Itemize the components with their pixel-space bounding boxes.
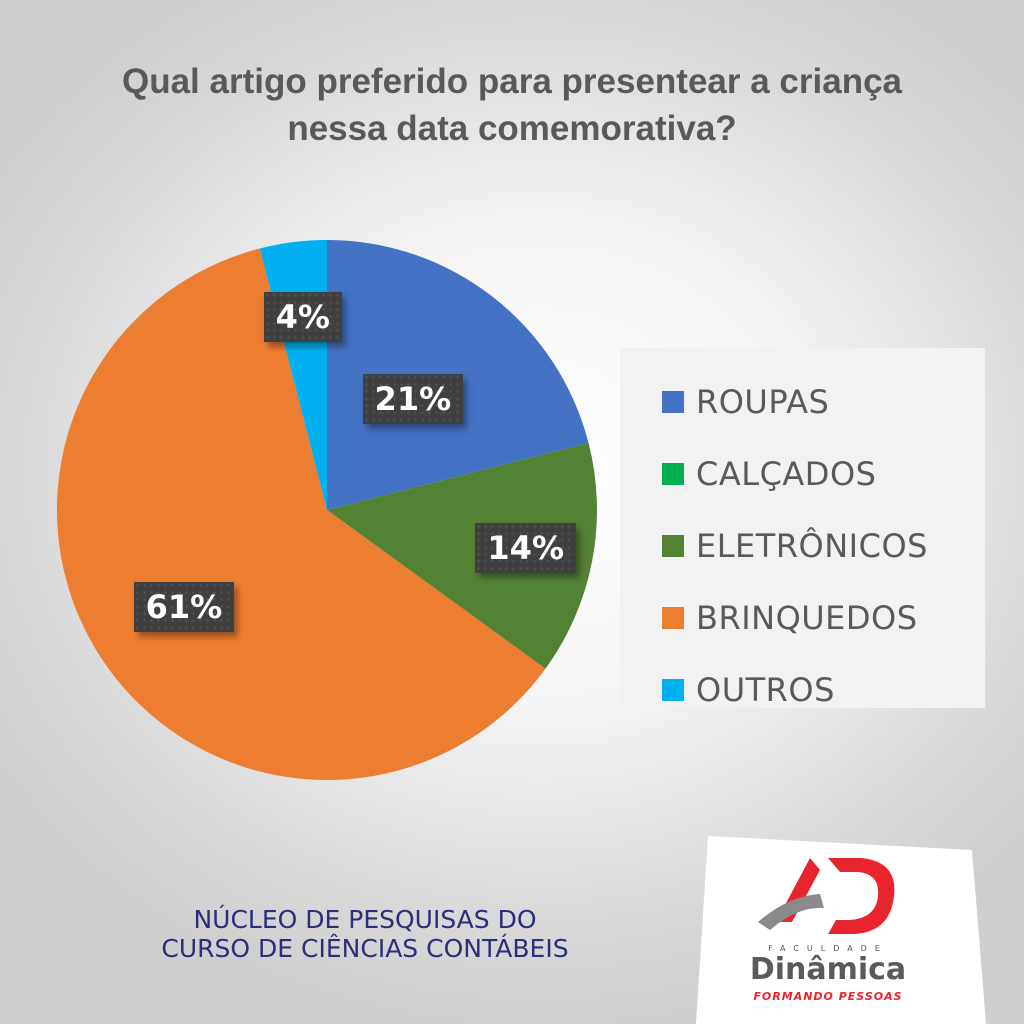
logo-faculdade-text: FACULDADE bbox=[768, 944, 888, 953]
legend-swatch bbox=[662, 391, 684, 413]
legend-label: OUTROS bbox=[696, 671, 835, 709]
data-label-outros: 4% bbox=[263, 292, 342, 343]
faculdade-dinamica-logo-icon bbox=[758, 858, 895, 934]
chart-legend: ROUPAS CALÇADOS ELETRÔNICOS BRINQUEDOS OUTRO… bbox=[620, 348, 985, 709]
legend-swatch bbox=[662, 535, 684, 557]
chart-title-line-1: Qual artigo preferido para presentear a … bbox=[121, 62, 902, 101]
legend-label: ROUPAS bbox=[696, 383, 830, 421]
chart-title: Qual artigo preferido para presentear a … bbox=[0, 58, 1024, 152]
legend-item-outros: OUTROS bbox=[620, 654, 985, 726]
legend-label: ELETRÔNICOS bbox=[696, 527, 928, 565]
legend-swatch bbox=[662, 463, 684, 485]
data-label-brinquedos: 61% bbox=[133, 582, 235, 633]
chart-title-line-2: nessa data comemorativa? bbox=[287, 109, 737, 148]
pie-slice-eletrônicos bbox=[327, 442, 597, 669]
legend-label: CALÇADOS bbox=[696, 455, 877, 493]
data-label-roupas: 21% bbox=[362, 374, 464, 425]
legend-item-calçados: CALÇADOS bbox=[620, 438, 985, 510]
logo-name: Dinâmica bbox=[749, 952, 907, 987]
footer-line-1: NÚCLEO DE PESQUISAS DO bbox=[193, 905, 537, 934]
logo-tagline: FORMANDO PESSOAS bbox=[753, 990, 903, 1003]
legend-item-roupas: ROUPAS bbox=[620, 366, 985, 438]
logo-card bbox=[696, 836, 986, 1024]
footer-line-2: CURSO DE CIÊNCIAS CONTÁBEIS bbox=[161, 934, 569, 963]
pie-slice-brinquedos bbox=[56, 248, 546, 780]
legend-swatch bbox=[662, 607, 684, 629]
footer-research-nucleus: NÚCLEO DE PESQUISAS DO CURSO DE CIÊNCIAS… bbox=[120, 905, 610, 963]
legend-item-eletrônicos: ELETRÔNICOS bbox=[620, 510, 985, 582]
legend-label: BRINQUEDOS bbox=[696, 599, 918, 637]
legend-item-brinquedos: BRINQUEDOS bbox=[620, 582, 985, 654]
legend-swatch bbox=[662, 679, 684, 701]
data-label-eletrônicos: 14% bbox=[475, 522, 576, 573]
